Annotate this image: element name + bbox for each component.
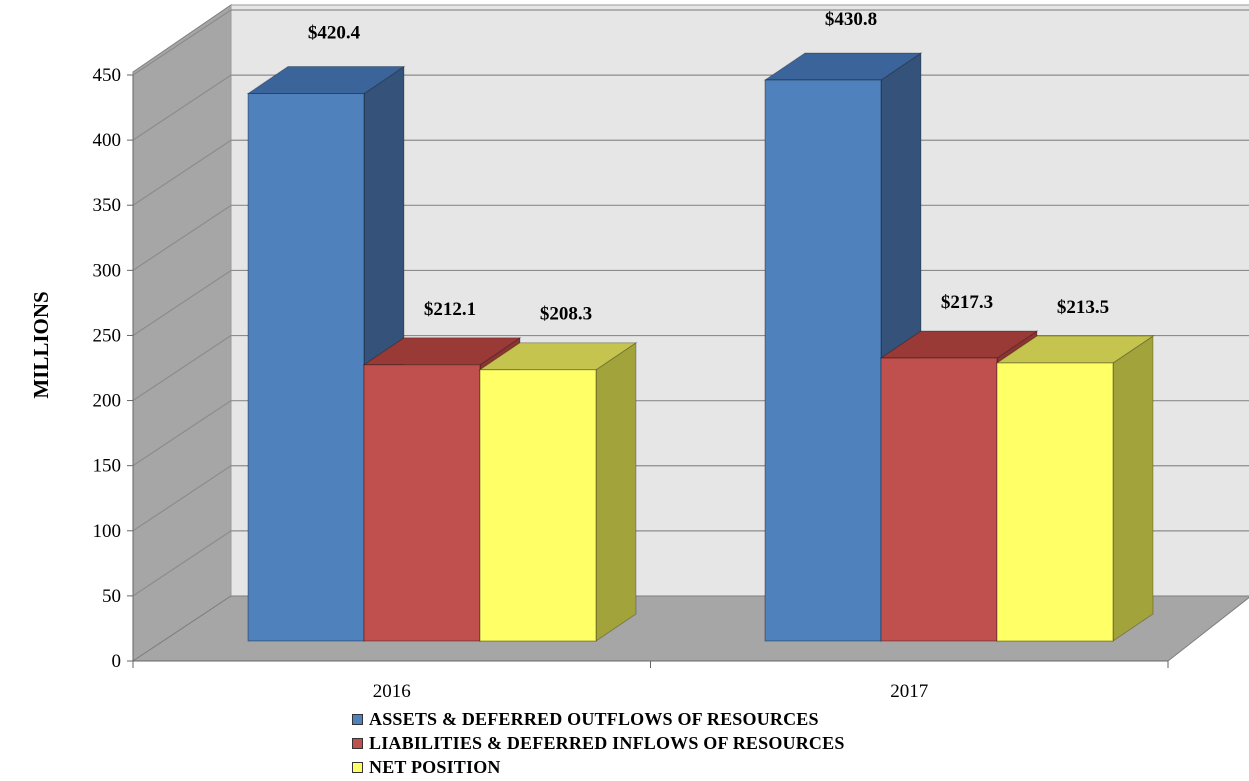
- data-label: $208.3: [540, 304, 592, 325]
- data-label: $430.8: [825, 9, 877, 30]
- gridline-side: [132, 335, 232, 402]
- data-label: $217.3: [941, 292, 993, 313]
- legend-swatch-liabilities: [352, 737, 363, 749]
- y-tick-label: 300: [93, 260, 122, 281]
- y-axis-title: MILLIONS: [29, 291, 53, 398]
- bar: [764, 79, 882, 642]
- legend-item-assets: ASSETS & DEFERRED OUTFLOWS OF RESOURCES: [352, 707, 845, 731]
- legend: ASSETS & DEFERRED OUTFLOWS OF RESOURCES …: [352, 707, 845, 779]
- x-tick-label: 2016: [373, 681, 411, 702]
- bar-side: [595, 341, 637, 642]
- side-wall: [132, 4, 232, 662]
- data-label: $213.5: [1057, 297, 1109, 318]
- gridline-side: [132, 530, 232, 597]
- legend-label-assets: ASSETS & DEFERRED OUTFLOWS OF RESOURCES: [369, 708, 819, 729]
- gridline-side: [132, 465, 232, 532]
- legend-item-liabilities: LIABILITIES & DEFERRED INFLOWS OF RESOUR…: [352, 731, 845, 755]
- y-tick-label: 50: [102, 586, 121, 607]
- legend-item-net-position: NET POSITION: [352, 755, 845, 779]
- y-tick-label: 350: [93, 195, 122, 216]
- gridline-side: [132, 139, 232, 206]
- y-tick-label: 400: [93, 130, 122, 151]
- legend-swatch-net-position: [352, 761, 363, 773]
- x-tick-label: 2017: [890, 681, 928, 702]
- y-tick-label: 250: [93, 325, 122, 346]
- y-tick-label: 100: [93, 521, 122, 542]
- y-tick-label: 0: [112, 651, 122, 672]
- data-label: $420.4: [308, 23, 361, 44]
- y-tick-label: 150: [93, 456, 122, 477]
- gridline-side: [132, 9, 232, 76]
- bar: [363, 364, 481, 642]
- gridline-side: [132, 269, 232, 336]
- bar: [880, 357, 998, 642]
- bar-side: [1112, 335, 1154, 642]
- gridline-side: [132, 74, 232, 141]
- legend-swatch-assets: [352, 713, 363, 725]
- gridline-side: [132, 400, 232, 467]
- legend-label-net-position: NET POSITION: [369, 756, 501, 777]
- gridline-side: [132, 204, 232, 271]
- bar: [479, 369, 597, 642]
- data-label: $212.1: [424, 299, 476, 320]
- bar: [247, 93, 365, 642]
- bar: [996, 362, 1114, 642]
- y-tick-label: 450: [93, 65, 122, 86]
- legend-label-liabilities: LIABILITIES & DEFERRED INFLOWS OF RESOUR…: [369, 732, 845, 753]
- y-tick-label: 200: [93, 391, 122, 412]
